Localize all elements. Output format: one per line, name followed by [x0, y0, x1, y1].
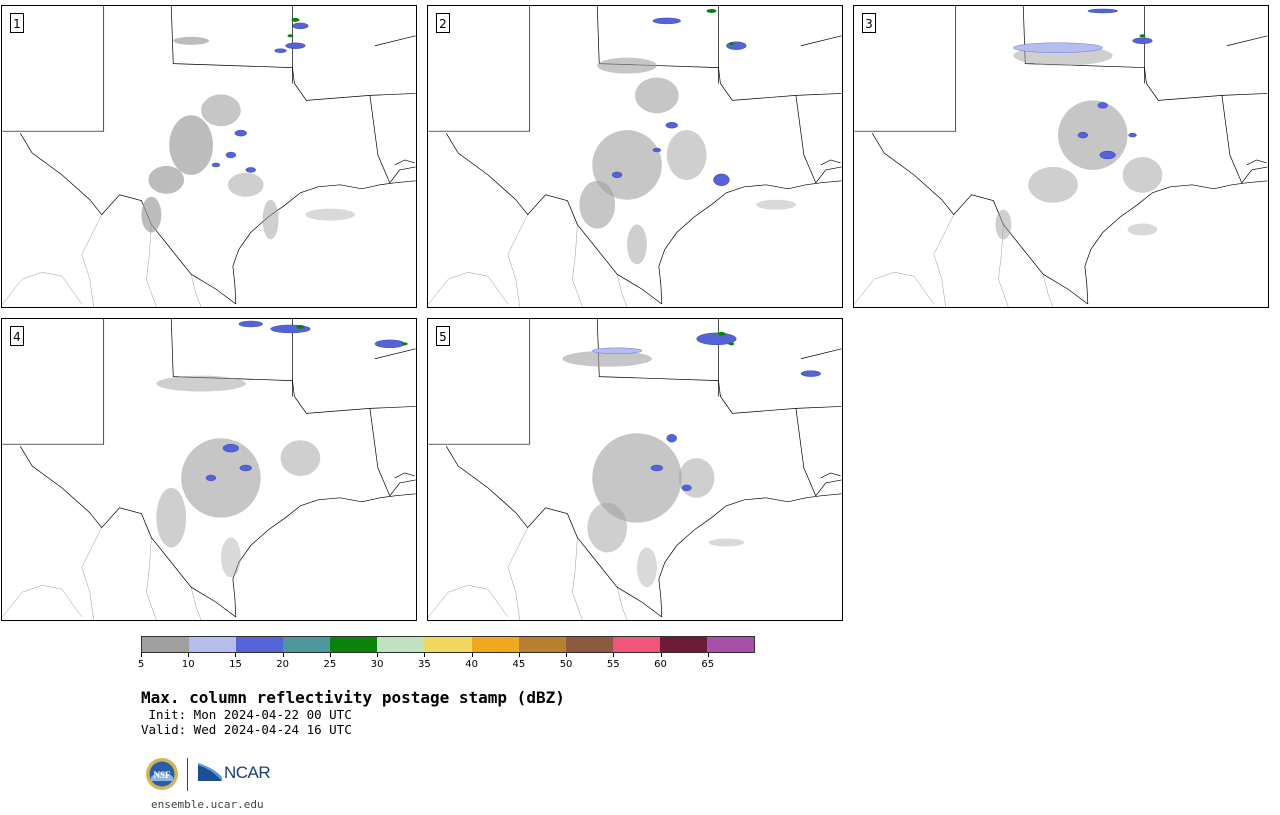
nsf-logo-text: NSF [153, 770, 171, 780]
colorbar-segment-8 [518, 637, 566, 652]
panel-label: 5 [436, 326, 450, 346]
valid-time: Valid: Wed 2024-04-24 16 UTC [141, 722, 352, 737]
colorbar-tick [707, 653, 709, 657]
reflectivity-colorbar [141, 636, 755, 653]
ncar-swoosh-icon [198, 763, 222, 781]
colorbar-segment-7 [471, 637, 519, 652]
colorbar-segment-9 [565, 637, 613, 652]
ensemble-member-panel-3: 3 [853, 5, 1269, 308]
colorbar-tick [566, 653, 568, 657]
colorbar-tick-label: 30 [370, 659, 384, 670]
ensemble-member-panel-5: 5 [427, 318, 843, 621]
reflectivity-cells [141, 17, 356, 240]
ncar-logo-text: NCAR [224, 763, 271, 782]
logo-divider [187, 758, 188, 791]
colorbar-tick [424, 653, 426, 657]
panel-label: 1 [10, 13, 24, 33]
reflectivity-map-3 [854, 6, 1268, 307]
reflectivity-map-5 [428, 319, 842, 620]
colorbar-tick-label: 55 [606, 659, 620, 670]
colorbar-segment-0 [142, 637, 190, 652]
colorbar-segment-4 [330, 637, 378, 652]
colorbar-tick [188, 653, 190, 657]
colorbar-tick-label: 60 [654, 659, 667, 670]
colorbar-tick [282, 653, 284, 657]
colorbar-tick-label: 50 [559, 659, 573, 670]
colorbar-tick-label: 10 [181, 659, 195, 670]
reflectivity-cells [579, 8, 796, 265]
colorbar-tick-label: 5 [137, 659, 145, 670]
website-url: ensemble.ucar.edu [151, 798, 264, 811]
colorbar-tick [660, 653, 662, 657]
colorbar-tick-label: 45 [512, 659, 526, 670]
colorbar-tick [329, 653, 331, 657]
figure-title: Max. column reflectivity postage stamp (… [141, 688, 565, 707]
colorbar-tick-label: 35 [418, 659, 431, 670]
ncar-logo: NCAR [198, 762, 271, 784]
init-time: Init: Mon 2024-04-22 00 UTC [141, 707, 352, 722]
colorbar-segment-10 [612, 637, 660, 652]
colorbar-tick [141, 653, 142, 657]
colorbar-segment-6 [424, 637, 472, 652]
panel-label: 4 [10, 326, 24, 346]
colorbar-segment-5 [377, 637, 425, 652]
nsf-logo-icon: NSF [146, 758, 178, 790]
ensemble-member-panel-4: 4 [1, 318, 417, 621]
panel-label: 2 [436, 13, 450, 33]
colorbar-tick [235, 653, 237, 657]
colorbar-tick [377, 653, 379, 657]
reflectivity-map-4 [2, 319, 416, 620]
reflectivity-cells [562, 331, 821, 588]
reflectivity-cells [995, 8, 1163, 240]
colorbar-tick-label: 40 [465, 659, 478, 670]
colorbar-tick-label: 25 [323, 659, 337, 670]
colorbar-tick [613, 653, 615, 657]
colorbar-ticks: 5 10 15 20 25 30 35 40 45 50 55 60 65 [137, 653, 755, 673]
colorbar-tick-label: 15 [229, 659, 242, 670]
colorbar-segment-1 [189, 637, 237, 652]
reflectivity-map-2 [428, 6, 842, 307]
ensemble-member-panel-1: 1 [1, 5, 417, 308]
panel-label: 3 [862, 13, 876, 33]
colorbar-tick [471, 653, 473, 657]
colorbar-segment-12 [706, 637, 755, 652]
ensemble-member-panel-2: 2 [427, 5, 843, 308]
reflectivity-cells [156, 320, 408, 578]
colorbar-segment-2 [236, 637, 284, 652]
colorbar-segment-3 [283, 637, 331, 652]
colorbar-tick-label: 65 [701, 659, 715, 670]
colorbar-segment-11 [659, 637, 707, 652]
colorbar-tick-label: 20 [276, 659, 290, 670]
colorbar-tick [518, 653, 520, 657]
reflectivity-map-1 [2, 6, 416, 307]
